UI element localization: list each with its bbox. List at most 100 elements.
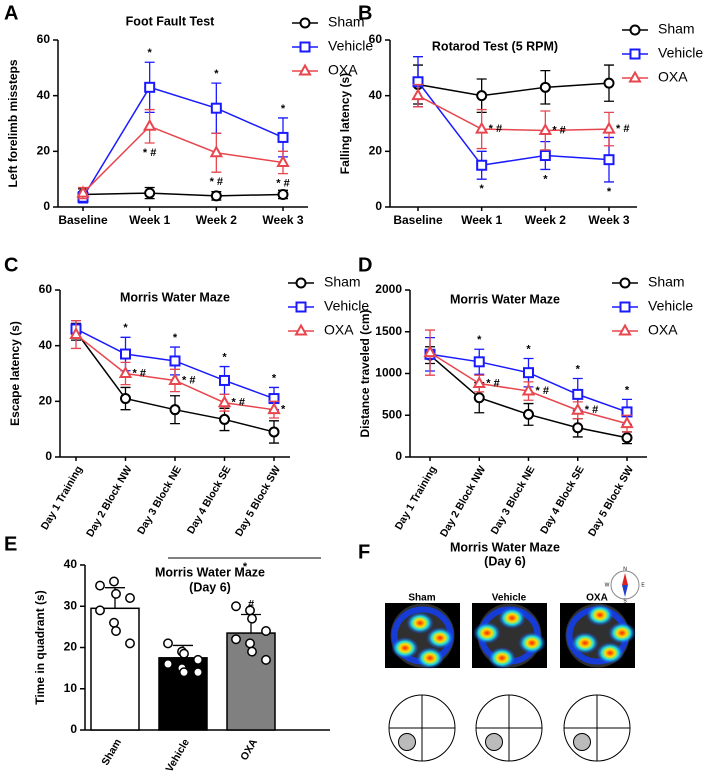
heatmap-blob	[488, 647, 516, 669]
y-tick-label: 2000	[375, 282, 402, 296]
significance-mark: * #	[133, 367, 146, 379]
compass-label: N	[623, 566, 627, 572]
legend-marker	[299, 41, 311, 53]
significance-mark: * #	[210, 176, 223, 188]
x-tick-label: Day 2 Block NW	[438, 464, 488, 539]
y-tick-label: 20	[39, 394, 53, 408]
data-point	[572, 422, 584, 434]
x-tick-label: Day 4 Block SE	[538, 464, 587, 536]
data-point	[69, 326, 83, 340]
heatmap-blob	[518, 632, 546, 654]
group-label: OXA	[586, 593, 608, 604]
y-tick-label: 40	[37, 88, 51, 102]
y-tick-label: 0	[45, 449, 52, 463]
compass-label: W	[605, 582, 610, 588]
legend-marker	[629, 48, 641, 60]
data-point	[125, 638, 135, 649]
series-line	[82, 125, 284, 194]
compass-needle	[622, 585, 628, 597]
significance-mark: *	[173, 332, 178, 344]
data-point	[245, 638, 255, 649]
data-point	[179, 648, 189, 659]
legend-marker	[295, 301, 307, 313]
legend-marker	[299, 17, 311, 29]
legend-marker	[298, 63, 312, 76]
data-point	[217, 395, 232, 408]
data-point	[210, 102, 222, 114]
significance-mark: *	[272, 372, 277, 384]
legend-label: Vehicle	[328, 38, 373, 54]
x-tick-label: Week 2	[196, 213, 237, 227]
legend-label: OXA	[324, 322, 354, 338]
x-tick-label: Week 3	[588, 213, 629, 227]
data-point	[572, 388, 584, 400]
data-point	[231, 634, 241, 645]
x-tick-label: Week 1	[129, 213, 170, 227]
data-point	[523, 367, 534, 379]
significance-mark: *	[526, 343, 531, 355]
data-point	[476, 90, 488, 102]
data-point	[277, 131, 289, 143]
significance-mark: * #	[616, 123, 629, 135]
legend-label: OXA	[328, 62, 358, 78]
data-point	[602, 121, 616, 134]
significance-mark: #	[248, 598, 254, 610]
chart-title: Morris Water Maze	[450, 292, 560, 306]
y-tick-label: 10	[64, 681, 78, 695]
y-tick-label: 20	[369, 144, 383, 158]
y-tick-label: 1000	[375, 366, 402, 380]
x-tick-label: OXA	[238, 737, 260, 763]
y-axis-label: Left forelimb missteps	[6, 59, 20, 187]
data-point	[111, 588, 121, 599]
significance-mark: * #	[552, 124, 565, 136]
x-tick-label: Sham	[99, 737, 124, 768]
data-point	[247, 613, 257, 624]
group-label: Vehicle	[492, 593, 527, 604]
data-point	[268, 426, 280, 438]
x-tick-label: Baseline	[58, 213, 108, 227]
panel-label: C	[4, 254, 18, 276]
significance-mark: * #	[232, 397, 245, 409]
data-point	[193, 654, 203, 665]
x-tick-label: Vehicle	[164, 737, 193, 774]
y-tick-label: 40	[64, 557, 78, 571]
legend-marker	[619, 301, 631, 313]
data-point	[603, 77, 615, 89]
significance-mark: *	[214, 68, 219, 80]
y-tick-label: 60	[39, 282, 53, 296]
y-tick-label: 0	[43, 199, 50, 213]
data-point	[111, 626, 121, 636]
significance-mark: *	[123, 322, 128, 334]
compass-label: E	[641, 582, 645, 588]
data-point	[179, 667, 189, 678]
data-point	[169, 355, 181, 367]
platform	[573, 733, 591, 751]
y-tick-label: 60	[369, 32, 383, 46]
legend-label: Sham	[328, 14, 365, 30]
y-tick-label: 0	[395, 449, 402, 463]
data-point	[193, 667, 203, 678]
quadrant-lines	[564, 695, 630, 761]
significance-mark: *	[625, 384, 630, 396]
compass-label: S	[623, 598, 627, 604]
data-point	[231, 601, 241, 612]
heatmap-blob	[391, 637, 419, 659]
legend-label: Vehicle	[648, 298, 693, 314]
series-line	[417, 81, 610, 167]
legend-label: Sham	[324, 274, 361, 290]
data-point	[219, 413, 230, 425]
legend-marker	[295, 277, 307, 289]
significance-mark: *	[148, 47, 153, 59]
y-tick-label: 40	[39, 338, 53, 352]
heatmap-blob	[416, 647, 444, 669]
data-point	[277, 188, 289, 200]
data-point	[247, 646, 257, 657]
group-label: Sham	[408, 593, 435, 604]
legend-label: Vehicle	[324, 298, 369, 314]
y-tick-label: 500	[382, 407, 402, 421]
chart-title: Morris Water Maze	[120, 290, 230, 304]
heatmap-blob	[571, 632, 599, 654]
figure-subtitle: (Day 6)	[484, 554, 526, 568]
x-tick-label: Day 3 Block NE	[489, 464, 538, 537]
heatmap-blob	[586, 604, 614, 626]
